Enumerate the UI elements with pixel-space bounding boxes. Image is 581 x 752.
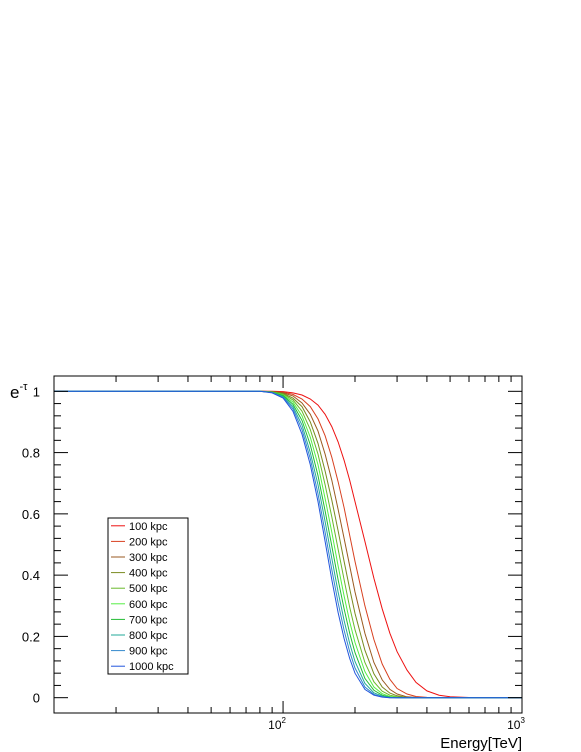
series-line [54, 390, 522, 699]
y-tick-label: 1 [33, 384, 40, 399]
y-axis-label-exponent: -τ [19, 381, 28, 393]
x-tick-label: 102 [268, 716, 286, 732]
x-axis-tick-labels: 102 103 [268, 716, 525, 732]
legend-entry-label: 100 kpc [129, 521, 168, 533]
legend-entry-label: 200 kpc [129, 536, 168, 548]
x-axis-label: Energy[TeV] [440, 735, 522, 752]
plot-frame [53, 375, 523, 714]
x-tick-label-base: 10 [507, 718, 521, 732]
y-axis-ticks [54, 390, 522, 699]
legend-entry-label: 800 kpc [129, 630, 168, 642]
legend-entry-label: 400 kpc [129, 568, 168, 580]
y-tick-label: 0.2 [22, 629, 40, 644]
legend-entry-label: 700 kpc [129, 614, 168, 626]
y-tick-label: 0.6 [22, 507, 40, 522]
x-tick-label: 103 [507, 716, 525, 732]
y-tick-label: 0 [33, 691, 40, 706]
y-axis-tick-labels: 0 0.2 0.4 0.6 0.8 1 [22, 384, 40, 705]
x-axis-ticks [115, 376, 523, 713]
legend-entry-label: 900 kpc [129, 646, 168, 658]
y-axis-label-base: e [10, 383, 19, 402]
series-line [54, 390, 522, 699]
legend-entry-label: 600 kpc [129, 599, 168, 611]
x-tick-label-base: 10 [268, 718, 282, 732]
y-tick-label: 0.8 [22, 446, 40, 461]
x-tick-label-exponent: 3 [520, 716, 525, 725]
legend: 100 kpc 200 kpc 300 kpc 400 kpc 500 kpc 600 k… [107, 517, 189, 675]
legend-box [107, 517, 189, 675]
series-layer [54, 390, 522, 699]
legend-entry-label: 1000 kpc [129, 661, 174, 673]
y-tick-label: 0.4 [22, 568, 40, 583]
legend-entry-label: 500 kpc [129, 583, 168, 595]
legend-entry-label: 300 kpc [129, 552, 168, 564]
x-tick-label-exponent: 2 [282, 716, 287, 725]
y-axis-label: e-τ [10, 381, 28, 402]
